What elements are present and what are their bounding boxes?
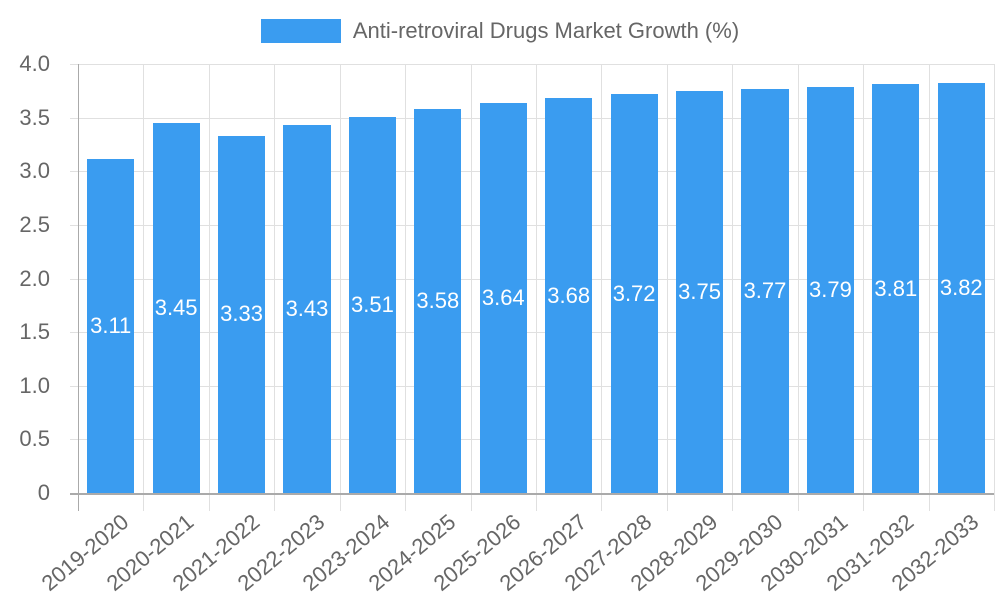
bar-2024-2025[interactable]: 3.58 [414, 109, 462, 493]
gridline-vertical [470, 64, 472, 511]
bar-value-label: 3.82 [939, 275, 983, 301]
bar-2025-2026[interactable]: 3.64 [479, 102, 527, 493]
gridline-vertical [797, 64, 799, 511]
legend-swatch[interactable] [260, 19, 341, 43]
bar-value-label: 3.75 [678, 278, 721, 304]
gridline-vertical [274, 64, 276, 511]
bar-2030-2031[interactable]: 3.79 [806, 86, 854, 493]
gridline-vertical [208, 64, 210, 511]
y-axis-tick-label: 1.0 [19, 372, 50, 398]
bar-2021-2022[interactable]: 3.33 [218, 135, 266, 493]
gridline-horizontal [70, 224, 994, 226]
bar-2019-2020[interactable]: 3.11 [87, 159, 135, 493]
gridline-horizontal [70, 64, 994, 65]
gridline-vertical [536, 64, 537, 511]
gridline-vertical [339, 64, 341, 511]
y-axis-tick-label: 2.0 [19, 265, 50, 291]
bar-value-label: 3.33 [220, 301, 263, 327]
y-axis-tick-label: 0.5 [19, 426, 50, 452]
y-axis-tick-label: 2.5 [19, 211, 50, 237]
bar-value-label: 3.68 [547, 282, 591, 308]
bar-value-label: 3.77 [743, 277, 787, 303]
gridline-vertical [928, 64, 930, 511]
legend-label: Anti-retroviral Drugs Market Growth (%) [352, 18, 740, 43]
bar-value-label: 3.43 [285, 296, 329, 322]
gridline-horizontal [70, 278, 994, 280]
bar-2027-2028[interactable]: 3.72 [610, 94, 658, 493]
bar-value-label: 3.51 [350, 291, 394, 317]
y-axis-tick-label: 3.0 [19, 158, 50, 184]
y-axis-tick-label: 1.5 [19, 319, 50, 345]
x-axis-line [70, 493, 994, 495]
y-axis-tick-label: 0 [37, 480, 50, 505]
y-axis-line [78, 64, 79, 511]
gridline-horizontal [70, 332, 994, 334]
bar-value-label: 3.45 [154, 295, 198, 320]
y-axis-tick-label: 4.0 [19, 51, 50, 76]
plot-area: 0 0.5 1.0 1.5 2.0 2.5 3.0 3.5 4.0 3.11 2019-2020 3.… [19, 51, 995, 596]
bar-2026-2027[interactable]: 3.68 [545, 98, 593, 493]
gridline-horizontal [70, 171, 994, 173]
bar-2031-2032[interactable]: 3.81 [872, 84, 920, 493]
bar-value-label: 3.72 [612, 280, 656, 306]
bar-2029-2030[interactable]: 3.77 [741, 88, 789, 493]
bar-value-label: 3.81 [874, 275, 918, 301]
y-axis-tick-label: 3.5 [19, 104, 50, 130]
chart-legend: Anti-retroviral Drugs Market Growth (%) [0, 18, 1000, 44]
gridline-vertical [601, 64, 603, 511]
gridline-vertical [143, 64, 145, 511]
bar-value-label: 3.64 [481, 284, 525, 310]
bar-2022-2023[interactable]: 3.43 [283, 125, 331, 493]
bar-value-label: 3.79 [808, 276, 852, 302]
gridline-horizontal [70, 117, 994, 119]
gridline-vertical [732, 64, 734, 511]
bar-value-label: 3.58 [416, 288, 460, 314]
gridline-vertical [863, 64, 865, 511]
bar-2028-2029[interactable]: 3.75 [676, 90, 724, 493]
gridline-vertical [405, 64, 407, 511]
gridline-horizontal [70, 385, 994, 387]
bar-2020-2021[interactable]: 3.45 [152, 123, 200, 493]
bar-2023-2024[interactable]: 3.51 [348, 116, 396, 493]
gridline-vertical [666, 64, 668, 511]
bar-2032-2033[interactable]: 3.82 [937, 83, 985, 493]
gridline-horizontal [70, 439, 994, 441]
bar-value-label: 3.11 [90, 313, 132, 339]
gridline-vertical [994, 64, 995, 511]
